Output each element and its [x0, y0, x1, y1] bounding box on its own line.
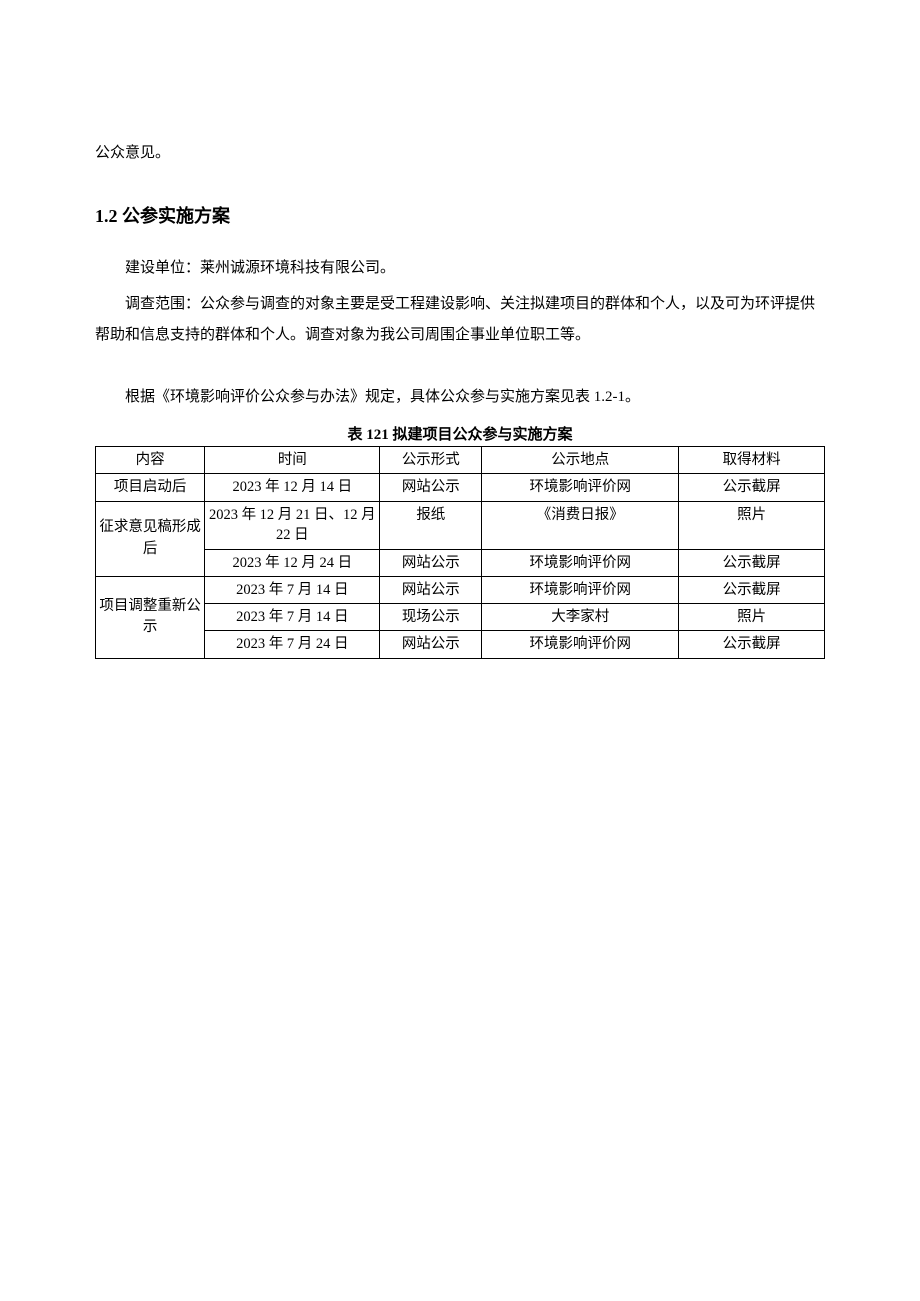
- header-time: 时间: [205, 447, 380, 474]
- cell-content: 项目调整重新公示: [96, 576, 205, 658]
- table-row: 征求意见稿形成后 2023 年 12 月 21 日、12 月 22 日 报纸 《…: [96, 501, 825, 549]
- paragraph-basis: 根据《环境影响评价公众参与办法》规定，具体公众参与实施方案见表 1.2-1。: [95, 382, 825, 414]
- cell-form: 报纸: [380, 501, 482, 549]
- cell-form: 网站公示: [380, 474, 482, 501]
- cell-form: 网站公示: [380, 631, 482, 658]
- table-row: 2023 年 12 月 24 日 网站公示 环境影响评价网 公示截屏: [96, 549, 825, 576]
- cell-location: 环境影响评价网: [482, 549, 679, 576]
- cell-content: 项目启动后: [96, 474, 205, 501]
- cell-form: 网站公示: [380, 549, 482, 576]
- cell-content: 征求意见稿形成后: [96, 501, 205, 576]
- header-content: 内容: [96, 447, 205, 474]
- table-header-row: 内容 时间 公示形式 公示地点 取得材料: [96, 447, 825, 474]
- cell-time: 2023 年 7 月 24 日: [205, 631, 380, 658]
- header-location: 公示地点: [482, 447, 679, 474]
- cell-material: 照片: [679, 501, 825, 549]
- cell-time: 2023 年 12 月 14 日: [205, 474, 380, 501]
- intro-text: 公众意见。: [95, 140, 825, 167]
- table-row: 2023 年 7 月 14 日 现场公示 大李家村 照片: [96, 604, 825, 631]
- cell-time: 2023 年 12 月 21 日、12 月 22 日: [205, 501, 380, 549]
- cell-time: 2023 年 7 月 14 日: [205, 576, 380, 603]
- cell-form: 现场公示: [380, 604, 482, 631]
- table-title: 表 121 拟建项目公众参与实施方案: [95, 423, 825, 444]
- cell-form: 网站公示: [380, 576, 482, 603]
- cell-location: 环境影响评价网: [482, 631, 679, 658]
- cell-location: 大李家村: [482, 604, 679, 631]
- cell-material: 公示截屏: [679, 474, 825, 501]
- paragraph-scope: 调查范围：公众参与调查的对象主要是受工程建设影响、关注拟建项目的群体和个人，以及…: [95, 289, 825, 352]
- cell-time: 2023 年 7 月 14 日: [205, 604, 380, 631]
- section-heading: 1.2 公参实施方案: [95, 202, 825, 228]
- header-form: 公示形式: [380, 447, 482, 474]
- cell-material: 公示截屏: [679, 549, 825, 576]
- table-row: 项目调整重新公示 2023 年 7 月 14 日 网站公示 环境影响评价网 公示…: [96, 576, 825, 603]
- table-row: 项目启动后 2023 年 12 月 14 日 网站公示 环境影响评价网 公示截屏: [96, 474, 825, 501]
- cell-material: 公示截屏: [679, 631, 825, 658]
- cell-material: 照片: [679, 604, 825, 631]
- cell-location: 环境影响评价网: [482, 576, 679, 603]
- cell-time: 2023 年 12 月 24 日: [205, 549, 380, 576]
- implementation-table: 内容 时间 公示形式 公示地点 取得材料 项目启动后 2023 年 12 月 1…: [95, 446, 825, 659]
- header-material: 取得材料: [679, 447, 825, 474]
- cell-location: 《消费日报》: [482, 501, 679, 549]
- cell-location: 环境影响评价网: [482, 474, 679, 501]
- cell-material: 公示截屏: [679, 576, 825, 603]
- paragraph-builder: 建设单位：莱州诚源环境科技有限公司。: [95, 253, 825, 285]
- table-row: 2023 年 7 月 24 日 网站公示 环境影响评价网 公示截屏: [96, 631, 825, 658]
